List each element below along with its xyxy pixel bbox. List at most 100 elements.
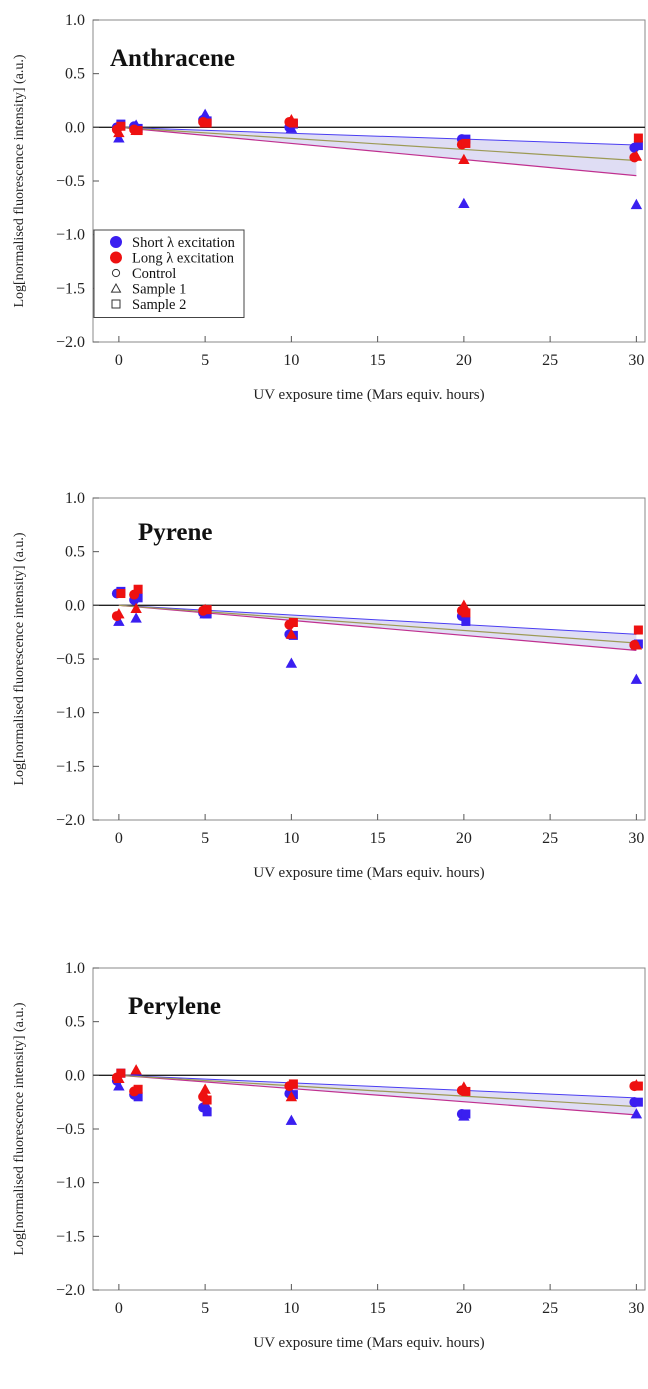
legend-label: Sample 2 bbox=[132, 297, 186, 313]
y-tick-label: −1.0 bbox=[56, 705, 85, 722]
y-tick-label: 0.5 bbox=[65, 1014, 85, 1031]
fit-band-lower-line bbox=[118, 1074, 637, 1116]
x-tick-label: 10 bbox=[283, 352, 299, 369]
legend-marker bbox=[111, 299, 121, 309]
y-tick-label: −2.0 bbox=[56, 1282, 85, 1299]
data-point-short-sample1 bbox=[113, 1080, 125, 1091]
y-tick-label: 1.0 bbox=[65, 960, 85, 977]
data-point-long-sample2 bbox=[288, 618, 298, 628]
y-tick-label: −2.0 bbox=[56, 334, 85, 351]
y-axis-label: Log[normalised fluorescence intensity] (… bbox=[12, 532, 27, 785]
x-tick-label: 10 bbox=[283, 1300, 299, 1317]
data-point-long-sample2 bbox=[461, 608, 471, 618]
data-point-long-sample2 bbox=[461, 138, 471, 148]
data-point-short-sample2 bbox=[633, 1097, 643, 1107]
data-point-long-sample2 bbox=[133, 584, 143, 594]
data-point-short-sample1 bbox=[630, 198, 643, 210]
legend-marker bbox=[110, 282, 122, 293]
y-tick-label: 0.5 bbox=[65, 544, 85, 561]
y-tick-label: 0.0 bbox=[65, 597, 85, 614]
data-point-short-sample1 bbox=[285, 1114, 298, 1125]
fit-band-upper-line bbox=[118, 126, 637, 146]
y-tick-label: −2.0 bbox=[56, 812, 85, 829]
y-tick-label: −1.0 bbox=[56, 227, 85, 244]
y-tick-label: −1.5 bbox=[56, 758, 85, 775]
data-point-long-sample2 bbox=[202, 605, 212, 615]
x-tick-label: 5 bbox=[201, 352, 209, 369]
data-point-long-sample2 bbox=[288, 1079, 298, 1089]
y-tick-label: −0.5 bbox=[56, 1121, 85, 1138]
chart-panel-perylene: 0 5 10 15 20 25 30 1.0 0.5 0.0 −0.5 −1.0 −1.5 −2.0 UV … bbox=[0, 948, 648, 1388]
legend-label: Sample 1 bbox=[132, 282, 186, 298]
data-point-short-sample1 bbox=[130, 612, 142, 623]
x-tick-label: 15 bbox=[370, 352, 386, 369]
fit-line bbox=[118, 604, 637, 644]
y-tick-label: 0.5 bbox=[65, 66, 85, 83]
data-point-long-sample2 bbox=[116, 589, 126, 599]
x-tick-label: 25 bbox=[542, 1300, 558, 1317]
legend-marker bbox=[110, 251, 122, 264]
chart-panel-pyrene: 0 5 10 15 20 25 30 1.0 0.5 0.0 −0.5 −1.0 −1.5 −2.0 UV … bbox=[0, 478, 648, 918]
fit-band-lower-line bbox=[118, 126, 637, 177]
data-point-long-sample2 bbox=[116, 121, 126, 131]
data-point-long-sample2 bbox=[633, 625, 643, 635]
x-tick-label: 25 bbox=[542, 830, 558, 847]
x-tick-label: 5 bbox=[201, 1300, 209, 1317]
data-point-long-sample1 bbox=[630, 150, 643, 161]
y-tick-label: 0.0 bbox=[65, 1067, 85, 1084]
x-tick-label: 30 bbox=[628, 830, 644, 847]
data-point-long-sample1 bbox=[285, 628, 298, 639]
chart-title: Anthracene bbox=[110, 45, 235, 72]
legend-label: Long λ excitation bbox=[132, 251, 235, 267]
fit-band-upper-line bbox=[118, 1074, 637, 1099]
legend-marker bbox=[111, 268, 121, 278]
data-point-long-sample2 bbox=[633, 1081, 643, 1091]
y-tick-label: −0.5 bbox=[56, 173, 85, 190]
data-point-short-sample2 bbox=[461, 1109, 471, 1119]
data-point-short-sample2 bbox=[461, 616, 471, 626]
chart-perylene: 0 5 10 15 20 25 30 1.0 0.5 0.0 −0.5 −1.0 −1.5 −2.0 UV … bbox=[12, 960, 646, 1351]
y-tick-label: −1.5 bbox=[56, 280, 85, 297]
y-tick-label: 1.0 bbox=[65, 12, 85, 29]
x-tick-label: 20 bbox=[456, 1300, 472, 1317]
x-tick-label: 0 bbox=[115, 1300, 123, 1317]
x-tick-label: 15 bbox=[370, 1300, 386, 1317]
data-point-long-sample1 bbox=[630, 639, 643, 650]
fit-line bbox=[118, 126, 637, 162]
data-point-short-sample1 bbox=[113, 132, 125, 143]
x-tick-label: 20 bbox=[456, 830, 472, 847]
y-tick-label: −0.5 bbox=[56, 651, 85, 668]
data-point-short-sample1 bbox=[285, 657, 298, 668]
chart-panel-anthracene: 0 5 10 15 20 25 30 1.0 0.5 0.0 −0.5 −1.0 −1.5 −2.0 UV … bbox=[0, 0, 648, 440]
data-point-long-sample2 bbox=[133, 126, 143, 136]
data-point-long-sample2 bbox=[288, 118, 298, 128]
data-point-short-sample1 bbox=[630, 673, 643, 684]
data-point-short-sample1 bbox=[458, 197, 470, 208]
x-tick-label: 15 bbox=[370, 830, 386, 847]
x-tick-label: 25 bbox=[542, 352, 558, 369]
legend-marker bbox=[110, 236, 122, 248]
data-point-long-sample1 bbox=[113, 608, 125, 619]
data-point-long-sample1 bbox=[113, 126, 125, 138]
x-tick-label: 0 bbox=[115, 352, 123, 369]
data-point-long-sample2 bbox=[461, 1086, 471, 1096]
data-point-long-sample1 bbox=[130, 1064, 142, 1075]
x-tick-label: 20 bbox=[456, 352, 472, 369]
y-tick-label: 0.0 bbox=[65, 119, 85, 136]
x-tick-label: 30 bbox=[628, 1300, 644, 1317]
fit-line bbox=[118, 1074, 637, 1108]
data-point-long-sample2 bbox=[116, 1068, 126, 1078]
data-point-long-sample2 bbox=[202, 118, 212, 128]
chart-anthracene: 0 5 10 15 20 25 30 1.0 0.5 0.0 −0.5 −1.0 −1.5 −2.0 UV … bbox=[12, 12, 646, 403]
x-axis-label: UV exposure time (Mars equiv. hours) bbox=[253, 387, 484, 403]
y-axis-label: Log[normalised fluorescence intensity] (… bbox=[12, 1002, 27, 1255]
x-tick-label: 10 bbox=[283, 830, 299, 847]
x-tick-label: 5 bbox=[201, 830, 209, 847]
x-axis-label: UV exposure time (Mars equiv. hours) bbox=[253, 865, 484, 881]
data-point-long-sample1 bbox=[199, 1083, 211, 1094]
legend-label: Control bbox=[132, 266, 176, 282]
data-point-long-sample2 bbox=[133, 1084, 143, 1094]
x-tick-label: 0 bbox=[115, 830, 123, 847]
y-tick-label: −1.5 bbox=[56, 1228, 85, 1245]
data-point-long-sample2 bbox=[633, 133, 643, 143]
